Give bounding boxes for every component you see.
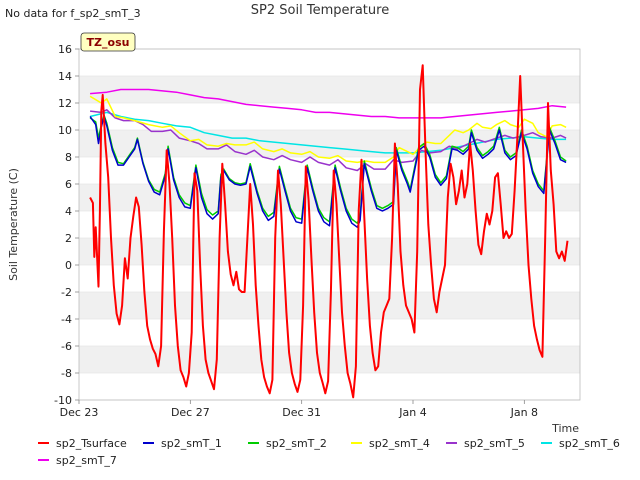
x-axis-label: Time xyxy=(551,422,579,435)
legend-swatch xyxy=(38,459,49,461)
x-tick-label: Dec 23 xyxy=(60,406,99,419)
series-line-sp2-Tsurface xyxy=(89,64,569,399)
grid-band xyxy=(79,238,580,265)
legend-item-sp2-smT-5: sp2_smT_5 xyxy=(446,437,525,451)
y-tick-label: 4 xyxy=(65,205,72,218)
y-tick-label: -4 xyxy=(61,313,72,326)
y-tick-label: -10 xyxy=(54,394,72,407)
y-tick-label: 8 xyxy=(65,151,72,164)
y-tick-label: 2 xyxy=(65,232,72,245)
y-tick-label: 16 xyxy=(58,43,72,56)
tz-badge-label: TZ_osu xyxy=(87,36,130,49)
legend-swatch xyxy=(248,442,259,444)
y-tick-label: -2 xyxy=(61,286,72,299)
legend-item-sp2-smT-7: sp2_smT_7 xyxy=(38,454,117,468)
chart-title: SP2 Soil Temperature xyxy=(250,3,390,18)
legend-item-sp2-smT-4: sp2_smT_4 xyxy=(351,437,430,451)
tz-badge xyxy=(80,32,136,52)
legend-label: sp2_smT_6 xyxy=(559,437,620,450)
x-tick-label: Dec 27 xyxy=(171,406,210,419)
y-tick-label: 0 xyxy=(65,259,72,272)
series-line-sp2-smT-1 xyxy=(89,115,567,228)
grid-band xyxy=(79,184,580,211)
x-tick-label: Jan 8 xyxy=(510,406,538,419)
y-tick-label: -6 xyxy=(61,340,72,353)
legend-label: sp2_smT_4 xyxy=(369,437,430,450)
legend-swatch xyxy=(38,442,49,444)
y-tick-label: -8 xyxy=(61,367,72,380)
y-tick-label: 12 xyxy=(58,97,72,110)
legend-label: sp2_smT_1 xyxy=(161,437,222,450)
legend-label: sp2_smT_2 xyxy=(266,437,327,450)
legend-swatch xyxy=(351,442,362,444)
grid-band xyxy=(79,76,580,103)
legend-swatch xyxy=(541,442,552,444)
legend-label: sp2_smT_7 xyxy=(56,454,117,467)
legend-swatch xyxy=(446,442,457,444)
legend-label: sp2_Tsurface xyxy=(56,437,127,450)
no-data-note: No data for f_sp2_smT_3 xyxy=(5,7,141,20)
x-tick-label: Jan 4 xyxy=(398,406,426,419)
legend-label: sp2_smT_5 xyxy=(464,437,525,450)
legend-item-sp2-smT-2: sp2_smT_2 xyxy=(248,437,327,451)
y-axis-label: Soil Temperature (C) xyxy=(7,168,20,281)
series-line-sp2-smT-7 xyxy=(90,88,567,119)
legend-swatch xyxy=(143,442,154,444)
series-line-sp2-smT-5 xyxy=(90,109,567,172)
legend-item-sp2-smT-1: sp2_smT_1 xyxy=(143,437,222,451)
y-tick-label: 10 xyxy=(58,124,72,137)
x-tick-label: Dec 31 xyxy=(282,406,321,419)
plot-frame xyxy=(78,48,581,401)
legend-item-sp2-smT-6: sp2_smT_6 xyxy=(541,437,620,451)
y-tick-label: 6 xyxy=(65,178,72,191)
y-tick-label: 14 xyxy=(58,70,72,83)
legend-item-sp2-Tsurface: sp2_Tsurface xyxy=(38,437,127,451)
